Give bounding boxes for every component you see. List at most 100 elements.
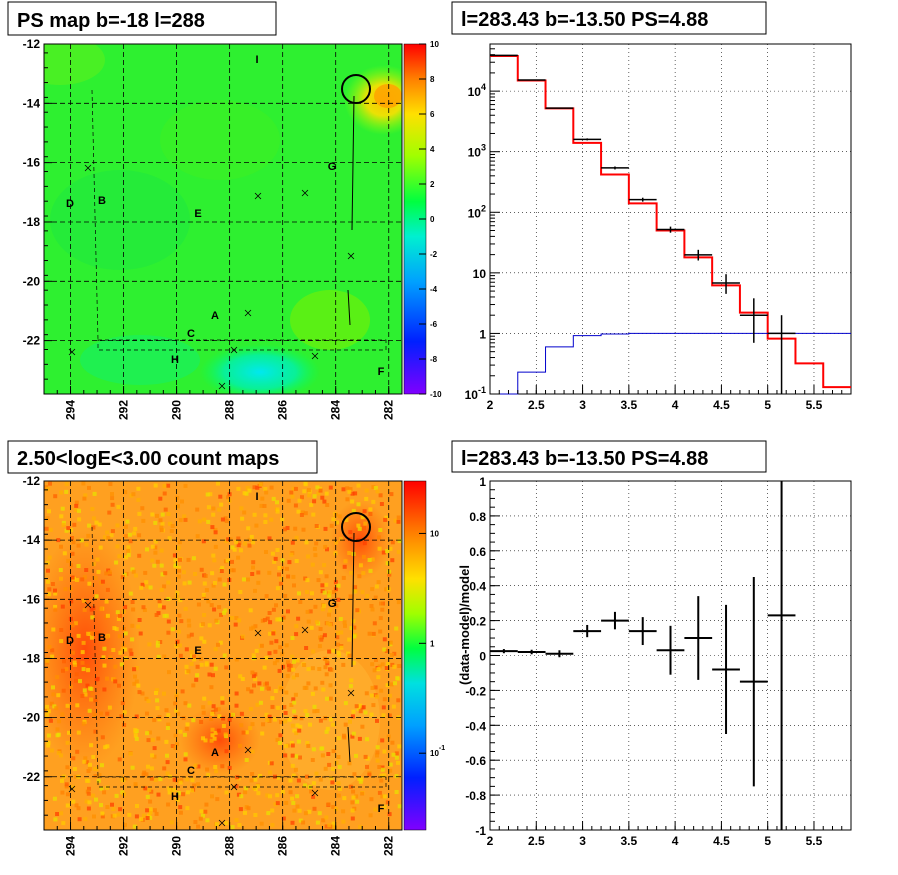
count-pixel <box>148 810 153 815</box>
count-pixel <box>184 726 189 731</box>
count-pixel <box>149 766 154 771</box>
count-pixel <box>292 583 296 588</box>
count-pixel <box>391 752 396 757</box>
count-pixel <box>49 748 54 753</box>
count-pixel <box>275 658 280 663</box>
count-pixel <box>75 662 80 667</box>
count-pixel <box>247 543 252 548</box>
count-pixel <box>269 640 274 645</box>
count-pixel <box>156 654 161 659</box>
count-pixel <box>236 792 241 797</box>
count-pixel <box>273 649 278 654</box>
count-pixel <box>282 705 287 710</box>
count-pixel <box>309 502 314 507</box>
y-tick-label: -20 <box>23 274 41 288</box>
count-pixel <box>278 645 283 650</box>
count-pixel <box>133 526 138 531</box>
count-pixel <box>283 719 288 724</box>
count-pixel <box>74 503 79 508</box>
count-pixel <box>105 744 110 749</box>
count-pixel <box>370 662 375 667</box>
count-pixel <box>301 527 306 532</box>
count-pixel <box>250 722 255 727</box>
count-pixel <box>201 539 206 544</box>
count-pixel <box>120 701 125 705</box>
panel-title-box <box>451 440 767 473</box>
count-pixel <box>318 488 323 493</box>
count-pixel <box>162 613 167 618</box>
count-pixel <box>70 575 75 580</box>
count-pixel <box>83 692 88 697</box>
count-map-markers: I D B E G A C H F <box>66 491 387 827</box>
count-pixel <box>375 758 380 763</box>
count-pixel <box>134 666 139 670</box>
count-pixel <box>239 711 244 716</box>
count-pixel <box>216 642 220 647</box>
count-pixel <box>177 540 182 545</box>
count-pixel <box>83 816 88 821</box>
count-pixel <box>349 678 354 683</box>
count-pixel <box>150 753 155 758</box>
count-pixel <box>323 665 328 670</box>
count-pixel <box>216 707 221 712</box>
count-pixel <box>377 535 381 540</box>
count-pixel <box>380 662 385 667</box>
count-pixel <box>137 511 142 516</box>
count-pixel <box>331 804 336 809</box>
source-marker <box>218 382 226 390</box>
y-tick-label: -0.2 <box>465 684 486 698</box>
count-pixel <box>341 809 346 814</box>
count-pixel <box>149 789 154 794</box>
count-pixel <box>387 812 392 817</box>
count-pixel <box>58 568 63 572</box>
count-pixel <box>211 704 216 709</box>
source-label: E <box>194 645 201 657</box>
count-pixel <box>137 618 142 622</box>
count-pixel <box>390 540 395 545</box>
count-pixel <box>292 728 297 733</box>
count-pixel <box>287 560 292 565</box>
count-pixel <box>262 504 267 508</box>
count-pixel <box>251 653 256 658</box>
count-pixel <box>285 566 289 571</box>
count-pixel <box>80 660 85 665</box>
count-pixel <box>342 620 347 625</box>
count-pixel <box>107 510 112 515</box>
count-pixel <box>267 719 272 723</box>
count-pixel <box>116 504 121 509</box>
count-pixel <box>274 639 279 644</box>
count-pixel <box>153 778 158 782</box>
count-pixel <box>351 709 356 714</box>
region-outline <box>347 95 355 326</box>
count-pixel <box>360 791 365 796</box>
count-pixel <box>174 694 179 699</box>
count-pixel <box>78 679 82 684</box>
count-pixel <box>53 494 58 499</box>
x-tick-label: 286 <box>276 400 290 420</box>
count-pixel <box>212 558 217 563</box>
count-pixel <box>122 572 127 577</box>
count-pixel <box>267 611 272 615</box>
count-pixel <box>312 499 317 504</box>
count-pixel <box>388 768 393 773</box>
count-pixel <box>136 497 141 502</box>
count-pixel <box>54 706 59 711</box>
count-pixel <box>173 563 178 568</box>
count-pixel <box>159 563 164 568</box>
count-pixel <box>51 627 56 632</box>
count-pixel <box>253 813 258 817</box>
count-pixel <box>324 574 329 579</box>
count-pixel <box>46 733 51 738</box>
y-tick-label: 102 <box>468 203 486 220</box>
count-pixel <box>397 804 402 809</box>
colorbar-tick-label: 0 <box>430 215 435 224</box>
count-pixel <box>293 767 298 772</box>
count-pixel <box>300 495 304 500</box>
count-pixel <box>331 517 336 522</box>
count-pixel <box>127 532 132 537</box>
count-pixel <box>371 703 376 708</box>
x-tick-label: 2 <box>487 398 494 412</box>
count-pixel <box>110 529 115 534</box>
count-pixel <box>115 523 120 528</box>
